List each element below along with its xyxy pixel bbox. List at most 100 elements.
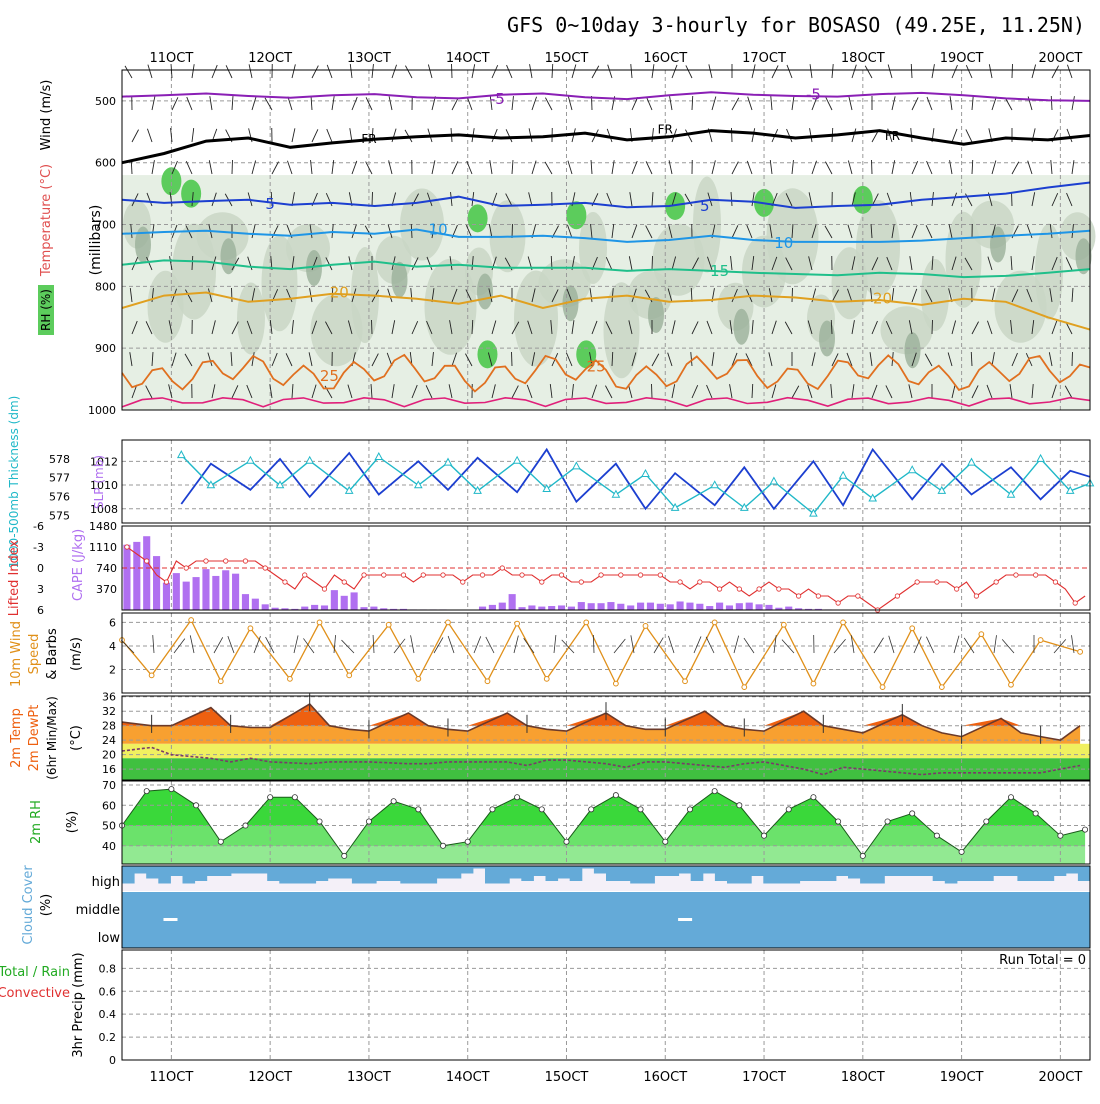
cloud-axis-label: Cloud Cover [21, 865, 36, 945]
wind10-marker [248, 626, 253, 631]
lifted-index-marker [1053, 580, 1057, 584]
rh2m-marker [1058, 833, 1063, 838]
cape-bar [193, 577, 200, 610]
lifted-index-marker [263, 566, 267, 570]
cloud-high-bar [957, 866, 970, 881]
cape-bar [173, 573, 180, 610]
slp-frame [122, 440, 1090, 523]
lifted-index-marker [994, 580, 998, 584]
cloud-high-bar [497, 866, 510, 884]
thickness-marker [770, 478, 777, 485]
rh2m-marker [984, 819, 989, 824]
dew2m-axis-label: 2m DewPt [27, 705, 42, 772]
contour-label: 5 [700, 197, 710, 215]
thickness-tick-label: 575 [49, 509, 70, 522]
cape-bar [242, 594, 249, 610]
lifted-index-marker [184, 566, 188, 570]
rh2m-marker [959, 849, 964, 854]
cloud-high-bar [1005, 866, 1018, 876]
wind10-barb [554, 635, 556, 653]
lifted-index-marker [204, 559, 208, 563]
cloud-high-bar [896, 866, 909, 876]
thickness-tick-label: 577 [49, 472, 70, 485]
temp2m-tick-label: 24 [102, 734, 116, 747]
contour-label: FR [361, 132, 376, 146]
cape-bar [785, 607, 792, 610]
x-tick-bottom: 20OCT [1038, 1070, 1082, 1085]
cloud-low-label: low [98, 931, 121, 946]
cloud-high-bar [570, 866, 583, 881]
wind10-marker [1038, 638, 1043, 643]
rh-blob-dark [819, 321, 835, 357]
wind10-barb [524, 638, 534, 653]
cloud-high-bar [667, 866, 680, 876]
wind10-barb [474, 636, 481, 653]
lifted-index-marker [362, 573, 366, 577]
lifted-index-marker [559, 573, 563, 577]
lifted-index-marker [144, 559, 148, 563]
rh2m-marker [193, 803, 198, 808]
lifted-index-marker [500, 566, 504, 570]
rh-blob [921, 259, 949, 331]
wind10-barb [514, 636, 518, 653]
cloud-high-bar [122, 866, 135, 884]
rh2m-marker [440, 843, 445, 848]
wind10-barb [214, 637, 223, 653]
cape-bar [222, 570, 229, 610]
rh2m-marker [663, 839, 668, 844]
lifted-index-marker [796, 594, 800, 598]
x-tick-top: 19OCT [940, 51, 984, 66]
thickness-marker [642, 470, 649, 477]
cloud-high-bar [243, 866, 256, 874]
cloud-high-bar [969, 866, 982, 881]
cloud-high-bar [533, 866, 546, 876]
cloud-high-bar [558, 866, 571, 879]
rh2m-marker [317, 819, 322, 824]
rh-blob-dark [392, 262, 408, 298]
cloud-high-bar [279, 866, 292, 884]
rh-saturated-blob [181, 180, 201, 208]
cloud-high-bar [727, 866, 740, 884]
lifted-index-marker [836, 601, 840, 605]
wind10-barb [668, 636, 674, 653]
thickness-line [181, 455, 1090, 513]
thickness-tick-label: 576 [49, 491, 70, 504]
x-tick-bottom: 13OCT [347, 1070, 391, 1085]
cloud-high-bar [751, 866, 764, 876]
rh2m-marker [1008, 795, 1013, 800]
cloud-high-bar [872, 866, 885, 884]
wind10-barb [954, 636, 959, 653]
lifted-index-marker [737, 587, 741, 591]
wind10-marker [613, 681, 618, 686]
cloud-high-bar [1078, 866, 1091, 881]
cloud-high-bar [291, 866, 304, 884]
wind10-barb [254, 636, 260, 653]
lifted-index-marker [125, 545, 129, 549]
wind10-marker [939, 685, 944, 690]
rh2m-band-mid [122, 826, 1090, 846]
lifted-tick-label: 3 [37, 583, 44, 596]
cape-bar [538, 607, 545, 610]
rh2m-marker [416, 807, 421, 812]
wind10-axis-label-c: & Barbs [45, 628, 60, 680]
rh2m-marker [811, 795, 816, 800]
lifted-axis-label: Lifted Index [7, 539, 22, 616]
wind10-marker [288, 676, 293, 681]
cape-bar [351, 592, 358, 610]
cloud-high-bar [739, 866, 752, 884]
rh2m-tick-label: 70 [102, 779, 116, 792]
x-tick-bottom: 19OCT [940, 1070, 984, 1085]
temp2m-tick-label: 16 [102, 763, 116, 776]
temperature-side-label: Temperature (°C) [39, 164, 54, 277]
lifted-index-marker [895, 594, 899, 598]
rh-saturated-blob [477, 340, 497, 368]
lifted-index-marker [303, 573, 307, 577]
cloud-high-bar [606, 866, 619, 881]
rh-side-label: RH (%) [39, 289, 53, 331]
cape-bar [341, 596, 348, 610]
x-tick-bottom: 12OCT [248, 1070, 292, 1085]
cloud-high-bar [691, 866, 704, 881]
lifted-index-marker [974, 594, 978, 598]
rh2m-marker [268, 795, 273, 800]
